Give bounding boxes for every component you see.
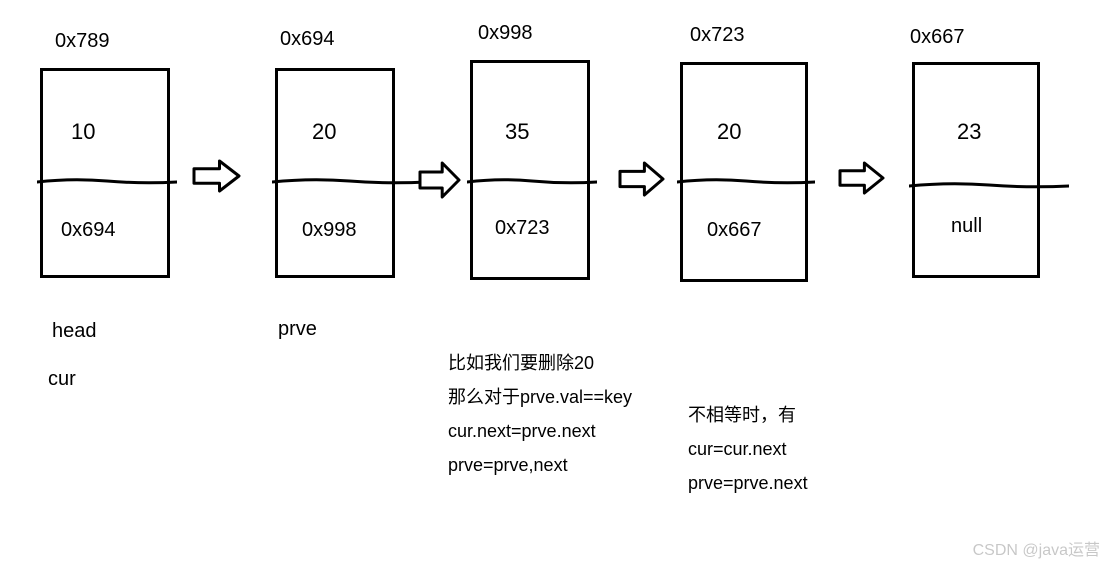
textblock-1: 比如我们要删除20 那么对于prve.val==key cur.next=prv… [448,346,632,482]
node-addr-0: 0x789 [55,30,110,53]
node-addr-4: 0x667 [910,26,965,49]
node-addr-3: 0x723 [690,24,745,47]
node-next-1: 0x998 [302,219,357,242]
divider-2 [467,173,597,189]
node-next-3: 0x667 [707,219,762,242]
node-val-2: 35 [505,119,529,145]
node-4: 23 null [912,62,1040,278]
label-cur: cur [48,368,76,391]
node-next-2: 0x723 [495,217,550,240]
label-prve: prve [278,318,317,341]
node-val-4: 23 [957,119,981,145]
watermark: CSDN @java运营 [973,536,1100,560]
node-val-0: 10 [71,119,95,145]
node-val-1: 20 [312,119,336,145]
arrow-0 [192,158,242,194]
divider-4 [909,177,1069,193]
node-val-3: 20 [717,119,741,145]
textblock-1-line-1: 那么对于prve.val==key [448,380,632,414]
textblock-2-line-1: cur=cur.next [688,432,808,466]
divider-0 [37,173,177,189]
node-next-4: null [951,215,982,238]
divider-1 [272,173,427,189]
node-addr-2: 0x998 [478,22,533,45]
textblock-1-line-3: prve=prve,next [448,448,632,482]
divider-3 [677,173,815,189]
textblock-1-line-0: 比如我们要删除20 [448,346,632,380]
node-1: 20 0x998 [275,68,395,278]
node-0: 10 0x694 [40,68,170,278]
arrow-3 [838,160,886,196]
textblock-2: 不相等时，有 cur=cur.next prve=prve.next [688,398,808,500]
arrow-2 [618,160,666,198]
node-3: 20 0x667 [680,62,808,282]
node-2: 35 0x723 [470,60,590,280]
textblock-2-line-0: 不相等时，有 [688,398,808,432]
arrow-1 [418,160,462,200]
node-addr-1: 0x694 [280,28,335,51]
node-next-0: 0x694 [61,219,116,242]
textblock-2-line-2: prve=prve.next [688,466,808,500]
textblock-1-line-2: cur.next=prve.next [448,414,632,448]
label-head: head [52,320,97,343]
